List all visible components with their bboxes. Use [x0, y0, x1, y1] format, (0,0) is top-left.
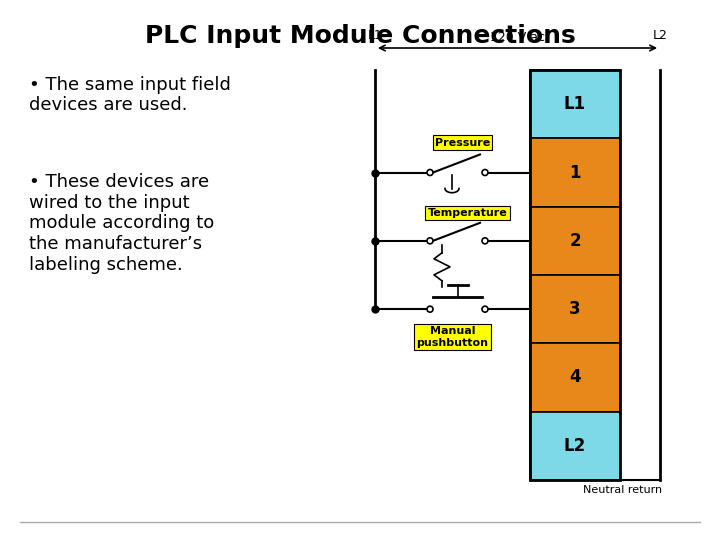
Bar [530, 343, 620, 411]
Bar [530, 70, 620, 480]
Text: • These devices are
wired to the input
module according to
the manufacturer’s
la: • These devices are wired to the input m… [29, 173, 214, 274]
Text: 3: 3 [570, 300, 581, 318]
Circle shape [427, 238, 433, 244]
Text: L2: L2 [652, 29, 667, 42]
Circle shape [427, 170, 433, 176]
Bar [530, 275, 620, 343]
Text: • The same input field
devices are used.: • The same input field devices are used. [29, 76, 230, 114]
Bar [530, 138, 620, 207]
Text: Pressure: Pressure [435, 138, 490, 147]
Text: 2: 2 [570, 232, 581, 250]
Circle shape [482, 170, 488, 176]
Text: 1: 1 [570, 164, 581, 181]
Text: 4: 4 [570, 368, 581, 387]
Bar [530, 207, 620, 275]
Circle shape [482, 238, 488, 244]
Text: L1: L1 [564, 95, 586, 113]
Text: Manual
pushbutton: Manual pushbutton [416, 326, 488, 348]
Text: Temperature: Temperature [428, 208, 508, 218]
Text: L2: L2 [564, 437, 586, 455]
Bar [530, 411, 620, 480]
Text: 120 V ac: 120 V ac [490, 31, 545, 44]
Bar [530, 70, 620, 138]
Text: Neutral return: Neutral return [583, 485, 662, 495]
Text: PLC Input Module Connections: PLC Input Module Connections [145, 24, 575, 48]
Text: L1: L1 [368, 29, 382, 42]
Circle shape [482, 306, 488, 312]
Circle shape [427, 306, 433, 312]
